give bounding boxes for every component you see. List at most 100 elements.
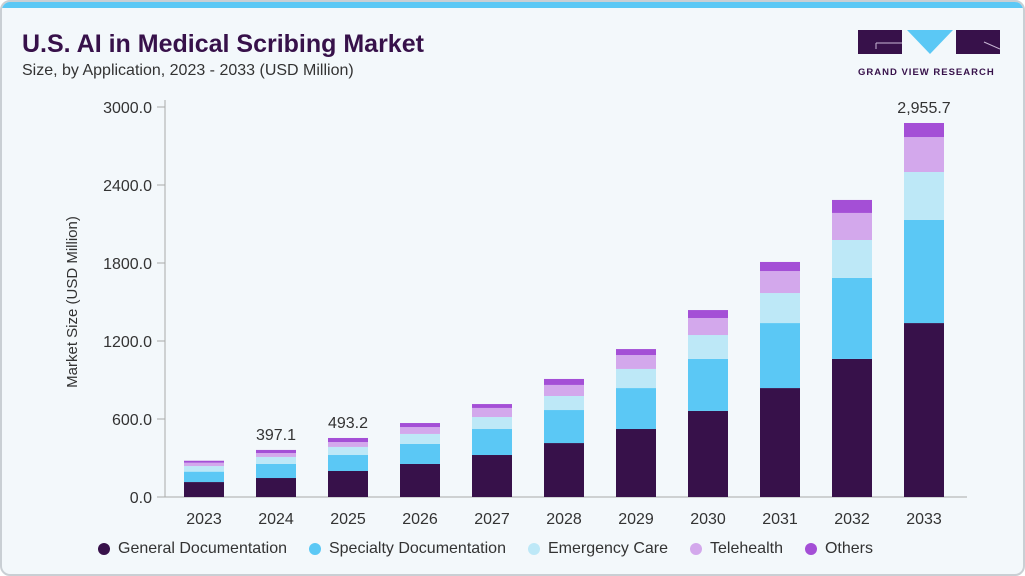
data-label: 2,955.7 [897,100,950,117]
bar-segment-general-documentation [904,323,944,497]
bar-segment-specialty-documentation [904,219,944,324]
bar-segment-telehealth [616,355,656,369]
bar-segment-emergency-care [328,446,368,456]
bar-segment-general-documentation [832,358,872,497]
chart-title: U.S. AI in Medical Scribing Market [22,30,424,58]
logo-mark-icon [858,30,1001,54]
y-tick-label: 3000.0 [103,100,152,117]
bar-segment-emergency-care [400,433,440,444]
bar-segment-emergency-care [184,466,224,472]
legend-item-others: Others [804,540,873,558]
bar-segment-telehealth [256,453,296,457]
bar-segment-others [688,310,728,318]
logo-text: GRAND VIEW RESEARCH [858,67,995,78]
bar-segment-others [832,199,872,213]
legend-swatch [804,543,817,555]
bar-segment-specialty-documentation [328,455,368,471]
bar-segment-telehealth [184,462,224,467]
x-tick-label: 2033 [906,511,942,528]
bar-segment-others [400,423,440,428]
bar-segment-general-documentation [472,455,512,497]
x-tick-label: 2023 [186,511,222,528]
bar-segment-telehealth [904,137,944,172]
data-label: 397.1 [256,427,296,444]
x-tick-label: 2032 [834,511,870,528]
bar-segment-general-documentation [256,478,296,497]
x-tick-label: 2030 [690,511,726,528]
x-tick-label: 2027 [474,511,510,528]
x-tick-label: 2028 [546,511,582,528]
legend-swatch [98,543,110,555]
legend-swatch [308,543,321,555]
x-tick-label: 2025 [330,511,366,528]
y-tick-label: 0.0 [130,490,152,507]
bar-segment-telehealth [472,407,512,418]
x-tick-label: 2024 [258,511,294,528]
legend: General Documentation Specialty Document… [98,540,873,558]
legend-label: Specialty Documentation [328,540,506,557]
legend-item-telehealth: Telehealth [690,540,783,558]
data-label: 493.2 [328,415,368,432]
legend-swatch [527,543,540,555]
bar-segment-others [616,349,656,356]
bar-segment-general-documentation [544,443,584,497]
y-tick-label: 600.0 [112,412,152,429]
bar-segment-emergency-care [904,172,944,220]
bar-segment-others [256,449,296,454]
bar-segment-emergency-care [256,456,296,464]
bar-segment-specialty-documentation [616,388,656,430]
bar-segment-general-documentation [688,410,728,497]
bar-segment-specialty-documentation [832,277,872,359]
legend-label: General Documentation [118,540,287,557]
bar-segment-telehealth [328,442,368,447]
legend-label: Telehealth [710,540,783,557]
bar-segment-others [760,261,800,272]
x-tick-label: 2026 [402,511,438,528]
bar-segment-emergency-care [544,395,584,411]
legend-item-specialty-documentation: Specialty Documentation [308,540,506,558]
legend-label: Others [824,540,873,557]
legend-label: Emergency Care [547,540,669,557]
bar-segment-telehealth [688,317,728,336]
accent-bar [2,2,1023,8]
legend-item-emergency-care: Emergency Care [527,540,669,558]
bar-segment-specialty-documentation [760,323,800,389]
y-tick-label: 1200.0 [103,334,152,351]
bar-segment-others [184,460,224,463]
bar-segment-emergency-care [688,335,728,359]
grand-view-research-logo: GRAND VIEW RESEARCH [858,30,1001,78]
bar-segment-emergency-care [472,417,512,430]
bar-segment-specialty-documentation [184,471,224,483]
x-tick-label: 2029 [618,511,654,528]
y-tick-label: 2400.0 [103,178,152,195]
y-tick-label: 1800.0 [103,256,152,273]
bar-segment-specialty-documentation [472,429,512,456]
bar-segment-emergency-care [832,239,872,278]
bar-segment-others [544,378,584,385]
bar-segment-general-documentation [760,388,800,497]
bar-segment-specialty-documentation [688,358,728,411]
bar-segment-specialty-documentation [544,410,584,444]
bar-segment-telehealth [760,271,800,294]
bar-segment-specialty-documentation [400,443,440,464]
bar-segment-general-documentation [400,463,440,497]
bar-segment-general-documentation [616,429,656,497]
bar-segment-telehealth [400,427,440,434]
bar-segment-telehealth [832,212,872,240]
bar-segment-others [328,437,368,443]
y-axis-label: Market Size (USD Million) [64,216,81,388]
legend-swatch [690,543,703,555]
x-tick-label: 2031 [762,511,798,528]
legend-item-general-documentation: General Documentation [98,540,287,558]
bar-segment-emergency-care [616,368,656,389]
bar-segment-general-documentation [328,471,368,497]
bar-segment-telehealth [544,384,584,396]
bar-segment-emergency-care [760,293,800,324]
bar-segment-others [472,404,512,408]
bar-segment-others [904,122,944,138]
bar-segment-specialty-documentation [256,463,296,479]
bar-segment-general-documentation [184,482,224,497]
chart-subtitle: Size, by Application, 2023 - 2033 (USD M… [22,62,354,79]
